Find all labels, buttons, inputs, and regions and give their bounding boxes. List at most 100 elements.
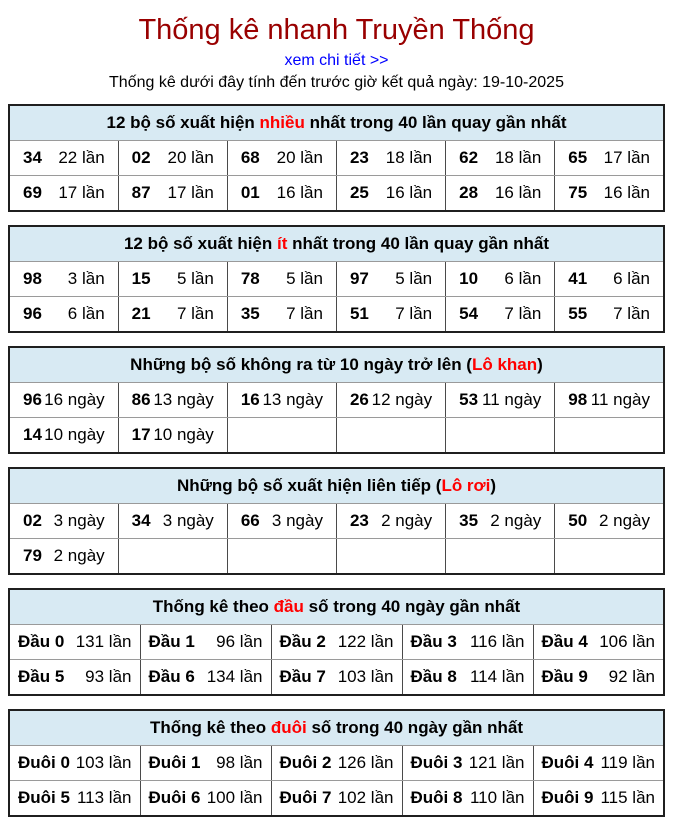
stat-value: 5 lần xyxy=(176,269,214,289)
stat-cell xyxy=(335,538,447,575)
stat-number: Đầu 6 xyxy=(148,667,195,687)
stat-cell: Đầu 8 114 lần xyxy=(401,659,534,696)
stat-cell-content: 69 17 lần xyxy=(10,183,118,203)
stat-cell: 79 2 ngày xyxy=(8,538,119,575)
stat-cell-content: 23 18 lần xyxy=(337,148,445,168)
stat-value: 16 lần xyxy=(276,183,323,203)
stat-cell-content: 23 2 ngày xyxy=(337,511,445,531)
stat-cell: Đuôi 2 126 lần xyxy=(270,745,403,782)
stat-cell-content: 65 17 lần xyxy=(555,148,663,168)
stat-value: 6 lần xyxy=(504,269,542,289)
stat-cell: 97 5 lần xyxy=(335,261,447,298)
stat-cell-content: Đầu 6 134 lần xyxy=(141,667,271,687)
stat-cell-content: Đuôi 3 121 lần xyxy=(403,753,533,773)
stat-value: 115 lần xyxy=(600,788,655,808)
stat-value: 3 ngày xyxy=(162,511,214,531)
table-row: 69 17 lần 87 17 lần 01 16 lần 25 16 lần 28 16 lần… xyxy=(8,175,665,212)
stat-number: 14 xyxy=(23,425,42,445)
header-text: Những bộ số không ra từ 10 ngày trở lên … xyxy=(130,355,472,375)
stat-value: 5 lần xyxy=(286,269,323,289)
table-row: 96 16 ngày 86 13 ngày 16 13 ngày 26 12 ngày 53 11… xyxy=(8,382,665,419)
stats-table-lo-roi: Những bộ số xuất hiện liên tiếp (Lô rơi)… xyxy=(8,467,665,576)
stat-cell: 23 2 ngày xyxy=(335,503,447,540)
stat-cell: 17 10 ngày xyxy=(117,417,228,454)
stat-number: Đầu 7 xyxy=(279,667,326,687)
stat-cell-content: Đuôi 5 113 lần xyxy=(10,788,140,808)
stat-cell: 98 11 ngày xyxy=(554,382,665,419)
stat-number: 02 xyxy=(23,511,42,531)
stat-value: 122 lần xyxy=(337,632,394,652)
stat-cell: 75 16 lần xyxy=(554,175,665,212)
stat-value: 93 lần xyxy=(85,667,132,687)
stat-number: 62 xyxy=(459,148,479,168)
header-text: Những bộ số xuất hiện liên tiếp ( xyxy=(176,476,442,496)
table-row: Đầu 0 131 lần Đầu 1 96 lần Đầu 2 122 lần Đầu 3… xyxy=(8,624,665,661)
stat-number: 35 xyxy=(459,511,479,531)
stat-cell-content: Đầu 9 92 lần xyxy=(534,667,664,687)
stat-cell: 02 3 ngày xyxy=(8,503,119,540)
stat-cell-content: 54 7 lần xyxy=(446,304,554,324)
stat-cell-content: Đuôi 0 103 lần xyxy=(10,753,140,773)
stat-cell: Đầu 6 134 lần xyxy=(139,659,272,696)
detail-link-row: xem chi tiết >> xyxy=(8,52,665,70)
stat-cell-content: Đuôi 8 110 lần xyxy=(403,788,533,808)
stat-cell: Đầu 7 103 lần xyxy=(270,659,403,696)
stat-number: Đuôi 8 xyxy=(410,788,463,808)
stat-cell: 50 2 ngày xyxy=(554,503,665,540)
view-details-link[interactable]: xem chi tiết >> xyxy=(284,52,389,70)
stat-cell: 54 7 lần xyxy=(445,296,556,333)
stat-cell-content: Đầu 2 122 lần xyxy=(272,632,402,652)
stat-cell-content: 79 2 ngày xyxy=(10,546,118,566)
stat-cell xyxy=(226,538,337,575)
stat-number: Đầu 5 xyxy=(18,667,65,687)
stats-table-duoi: Thống kê theo đuôi số trong 40 ngày gần … xyxy=(8,709,665,818)
stat-value: 92 lần xyxy=(608,667,655,687)
stat-number: 96 xyxy=(23,304,42,324)
stat-cell-content: 96 16 ngày xyxy=(10,390,118,410)
stat-value: 102 lần xyxy=(337,788,394,808)
stat-value: 22 lần xyxy=(58,148,105,168)
stat-number: Đuôi 9 xyxy=(541,788,594,808)
stat-value: 20 lần xyxy=(167,148,214,168)
stat-number: Đuôi 0 xyxy=(18,753,70,773)
stat-number: 41 xyxy=(568,269,588,289)
table-header-lo-roi: Những bộ số xuất hiện liên tiếp (Lô rơi) xyxy=(9,468,664,505)
stat-cell xyxy=(226,417,337,454)
stat-value: 2 ngày xyxy=(598,511,650,531)
stat-number: 34 xyxy=(131,511,151,531)
stat-cell-content: 28 16 lần xyxy=(446,183,554,203)
header-text: 12 bộ số xuất hiện xyxy=(106,113,260,133)
stat-number: 16 xyxy=(240,390,260,410)
stat-number: 21 xyxy=(131,304,151,324)
stat-value: 96 lần xyxy=(216,632,263,652)
stat-cell: 21 7 lần xyxy=(117,296,228,333)
header-highlight: Lô khan xyxy=(471,355,538,375)
stat-value: 18 lần xyxy=(494,148,542,168)
stat-value: 103 lần xyxy=(337,667,394,687)
page-title: Thống kê nhanh Truyền Thống xyxy=(138,14,535,46)
stat-value: 2 ngày xyxy=(381,511,433,531)
stat-cell-content: Đầu 0 131 lần xyxy=(10,632,140,652)
table-row: Đầu 5 93 lần Đầu 6 134 lần Đầu 7 103 lần Đầu 8… xyxy=(8,659,665,696)
stats-table-least-frequent: 12 bộ số xuất hiện ít nhất trong 40 lần … xyxy=(8,225,665,334)
stat-cell-content: 66 3 ngày xyxy=(228,511,336,531)
stat-cell-content: 53 11 ngày xyxy=(446,390,554,410)
stat-cell: 78 5 lần xyxy=(226,261,337,298)
stat-value: 5 lần xyxy=(395,269,433,289)
stat-value: 2 ngày xyxy=(490,511,542,531)
stat-number: Đuôi 3 xyxy=(410,753,463,773)
table-row: Đuôi 0 103 lần Đuôi 1 98 lần Đuôi 2 126 lần Đu… xyxy=(8,745,665,782)
stat-number: Đuôi 7 xyxy=(279,788,332,808)
stat-value: 119 lần xyxy=(600,753,655,773)
stat-cell: Đuôi 9 115 lần xyxy=(532,780,665,817)
stat-value: 7 lần xyxy=(176,304,214,324)
header-highlight: Lô rơi xyxy=(441,476,491,496)
stat-value: 7 lần xyxy=(504,304,542,324)
table-row: Đuôi 5 113 lần Đuôi 6 100 lần Đuôi 7 102 lần Đ… xyxy=(8,780,665,817)
stat-value: 113 lần xyxy=(76,788,132,808)
stat-cell-content: 55 7 lần xyxy=(555,304,663,324)
header-text: ) xyxy=(490,476,497,496)
header-highlight: đầu xyxy=(273,597,304,617)
stat-cell: Đầu 9 92 lần xyxy=(532,659,665,696)
stat-number: 51 xyxy=(349,304,369,324)
